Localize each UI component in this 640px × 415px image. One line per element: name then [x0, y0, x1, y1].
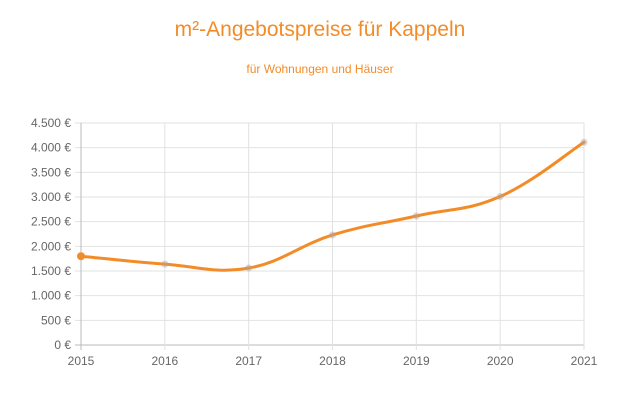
y-tick-label: 2.500 € — [31, 215, 71, 229]
y-tick-label: 2.000 € — [31, 239, 71, 253]
data-point — [77, 252, 85, 261]
series-line — [79, 140, 586, 272]
chart-subtitle: für Wohnungen und Häuser — [246, 62, 394, 76]
data-point — [161, 260, 169, 268]
data-point — [412, 212, 420, 220]
y-tick-label: 4.500 € — [31, 116, 71, 130]
x-tick-label: 2021 — [571, 354, 598, 368]
data-point — [245, 264, 253, 272]
x-tick-label: 2019 — [403, 354, 430, 368]
x-tick-label: 2017 — [235, 354, 262, 368]
x-tick-label: 2016 — [151, 354, 178, 368]
x-axis: 2015 2016 2017 2018 2019 2020 2021 — [68, 354, 598, 368]
y-tick-label: 1.500 € — [31, 264, 71, 278]
y-tick-label: 0 € — [54, 338, 71, 352]
y-tick-label: 3.000 € — [31, 190, 71, 204]
series — [77, 138, 588, 272]
y-tick-label: 3.500 € — [31, 165, 71, 179]
x-tick-label: 2020 — [487, 354, 514, 368]
data-point — [329, 231, 336, 239]
data-point — [496, 193, 504, 201]
x-tick-label: 2018 — [319, 354, 346, 368]
y-tick-label: 500 € — [41, 313, 71, 327]
x-tick-label: 2015 — [68, 354, 95, 368]
chart-title: m²-Angebotspreise für Kappeln — [174, 18, 466, 41]
y-tick-label: 4.000 € — [31, 141, 71, 155]
y-axis: 0 € 500 € 1.000 € 1.500 € 2.000 € 2.500 € 3.00… — [31, 116, 71, 352]
y-tick-label: 1.000 € — [31, 289, 71, 303]
data-point — [580, 138, 588, 146]
